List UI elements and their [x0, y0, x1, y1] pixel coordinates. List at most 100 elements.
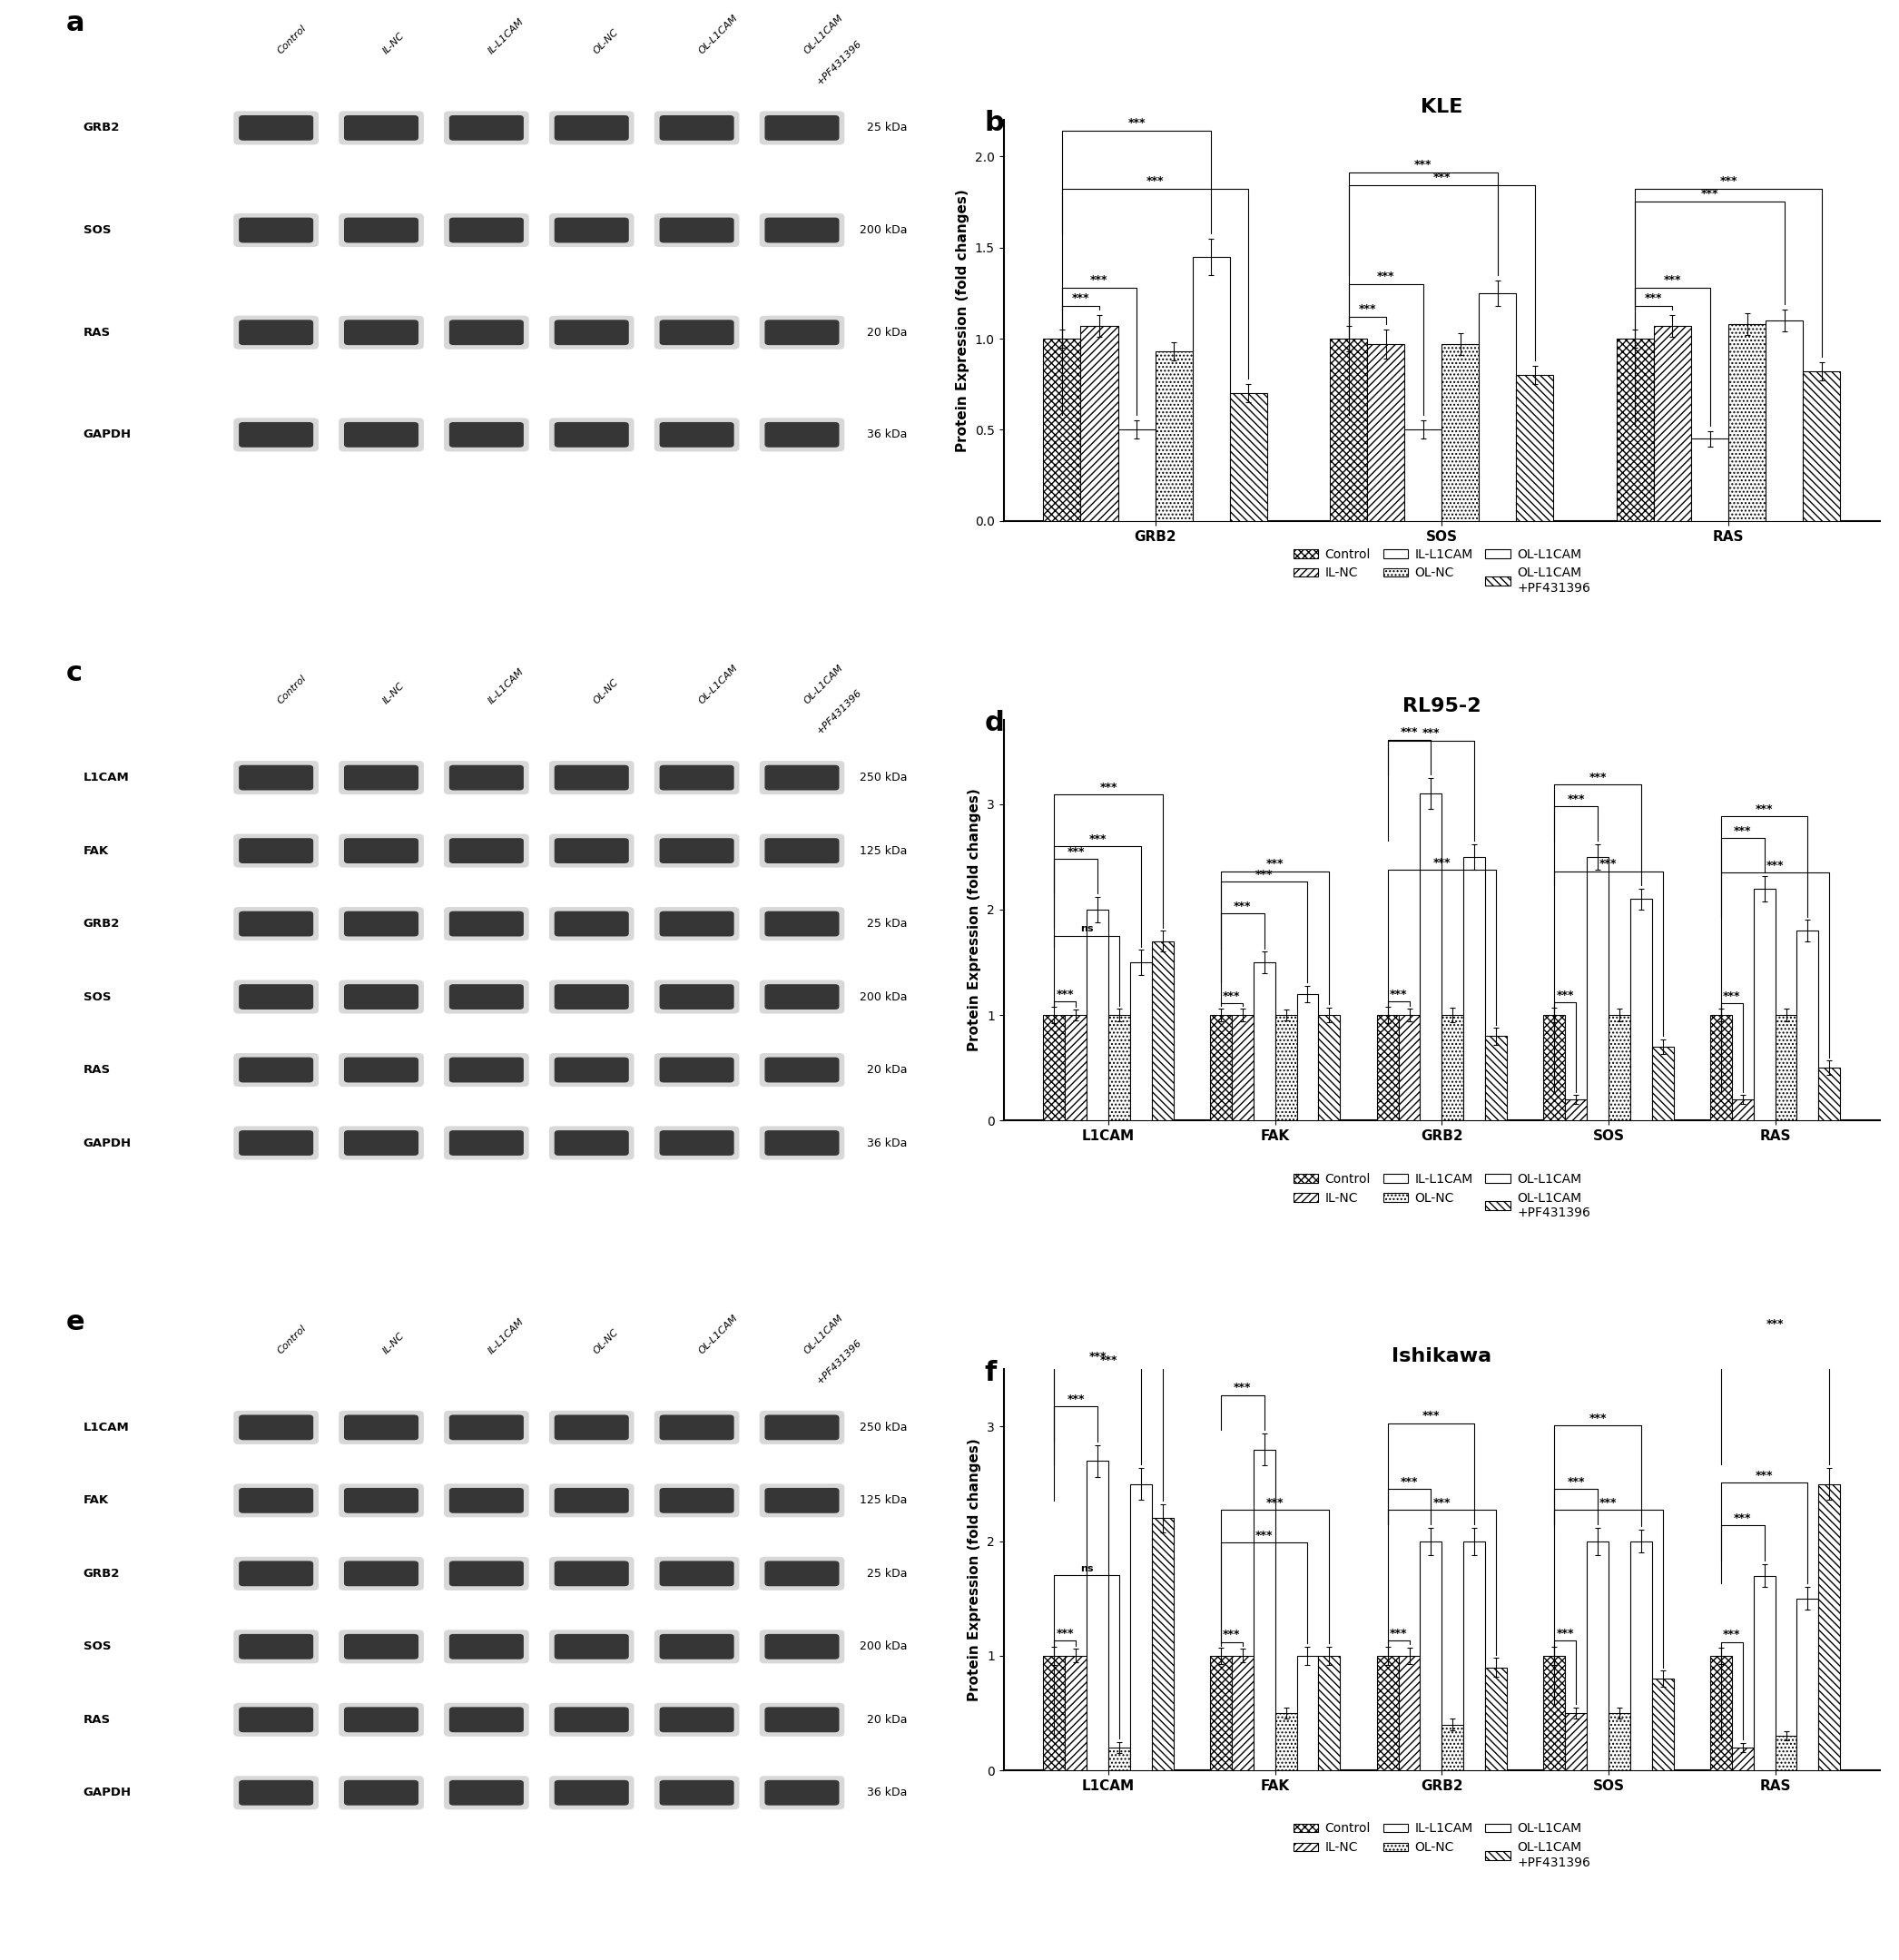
Text: ***: ***: [1223, 1629, 1240, 1641]
FancyBboxPatch shape: [659, 1560, 735, 1586]
Bar: [1398, 1015, 1420, 1121]
FancyBboxPatch shape: [655, 833, 739, 868]
FancyBboxPatch shape: [555, 116, 629, 141]
Bar: [1544, 1656, 1565, 1770]
FancyBboxPatch shape: [555, 1131, 629, 1156]
FancyBboxPatch shape: [450, 1056, 524, 1082]
FancyBboxPatch shape: [234, 1411, 319, 1445]
FancyBboxPatch shape: [444, 214, 530, 247]
FancyBboxPatch shape: [234, 1631, 319, 1664]
Text: ***: ***: [1557, 990, 1574, 1002]
FancyBboxPatch shape: [655, 1484, 739, 1517]
Legend: Control, IL-NC, IL-L1CAM, OL-NC, OL-L1CAM, OL-L1CAM
+PF431396: Control, IL-NC, IL-L1CAM, OL-NC, OL-L1CA…: [1288, 543, 1595, 600]
Text: IL-L1CAM: IL-L1CAM: [486, 666, 526, 706]
FancyBboxPatch shape: [450, 421, 524, 447]
Legend: Control, IL-NC, IL-L1CAM, OL-NC, OL-L1CAM, OL-L1CAM
+PF431396: Control, IL-NC, IL-L1CAM, OL-NC, OL-L1CA…: [1288, 1168, 1595, 1225]
Bar: [1565, 1713, 1588, 1770]
Text: OL-L1CAM: OL-L1CAM: [801, 14, 845, 57]
Bar: [1629, 900, 1652, 1121]
FancyBboxPatch shape: [444, 1127, 530, 1160]
FancyBboxPatch shape: [655, 112, 739, 145]
FancyBboxPatch shape: [765, 1560, 839, 1586]
Text: IL-NC: IL-NC: [382, 31, 406, 57]
FancyBboxPatch shape: [765, 1488, 839, 1513]
FancyBboxPatch shape: [338, 833, 423, 868]
Text: ***: ***: [1589, 772, 1607, 784]
Text: Control: Control: [275, 24, 308, 57]
FancyBboxPatch shape: [444, 1776, 530, 1809]
FancyBboxPatch shape: [655, 1127, 739, 1160]
FancyBboxPatch shape: [444, 1631, 530, 1664]
Bar: [1405, 429, 1441, 521]
Text: +PF431396: +PF431396: [815, 1337, 864, 1386]
FancyBboxPatch shape: [338, 112, 423, 145]
Bar: [1464, 1541, 1485, 1770]
Text: IL-L1CAM: IL-L1CAM: [486, 18, 526, 57]
Text: ***: ***: [1067, 847, 1084, 858]
FancyBboxPatch shape: [659, 116, 735, 141]
FancyBboxPatch shape: [760, 214, 845, 247]
FancyBboxPatch shape: [760, 1484, 845, 1517]
FancyBboxPatch shape: [344, 839, 418, 862]
Text: +PF431396: +PF431396: [815, 37, 864, 86]
FancyBboxPatch shape: [450, 1635, 524, 1660]
Bar: [1796, 1599, 1819, 1770]
FancyBboxPatch shape: [555, 1488, 629, 1513]
Title: Ishikawa: Ishikawa: [1392, 1347, 1493, 1366]
FancyBboxPatch shape: [765, 1635, 839, 1660]
FancyBboxPatch shape: [338, 1556, 423, 1590]
FancyBboxPatch shape: [549, 1776, 634, 1809]
FancyBboxPatch shape: [655, 1053, 739, 1086]
Text: ***: ***: [1400, 727, 1419, 739]
FancyBboxPatch shape: [344, 421, 418, 447]
Bar: [1629, 1541, 1652, 1770]
FancyBboxPatch shape: [765, 764, 839, 790]
FancyBboxPatch shape: [444, 760, 530, 794]
FancyBboxPatch shape: [765, 1707, 839, 1733]
Bar: [1377, 1656, 1398, 1770]
Text: 25 kDa: 25 kDa: [866, 917, 908, 929]
Text: RAS: RAS: [84, 327, 110, 339]
Text: OL-L1CAM: OL-L1CAM: [697, 1313, 739, 1356]
Bar: [1796, 931, 1819, 1121]
Text: OL-L1CAM: OL-L1CAM: [801, 662, 845, 706]
Text: ns: ns: [1081, 1564, 1094, 1574]
Text: d: d: [984, 710, 1005, 737]
Bar: [1109, 1015, 1130, 1121]
Text: ***: ***: [1067, 1394, 1084, 1405]
Y-axis label: Protein Expression (fold changes): Protein Expression (fold changes): [968, 788, 982, 1053]
Bar: [1608, 1015, 1629, 1121]
Text: GRB2: GRB2: [84, 1568, 120, 1580]
FancyBboxPatch shape: [338, 1631, 423, 1664]
Text: 20 kDa: 20 kDa: [866, 1713, 908, 1725]
Text: a: a: [66, 10, 85, 35]
Text: ***: ***: [1734, 825, 1751, 837]
Bar: [1776, 1737, 1796, 1770]
Bar: [1654, 325, 1692, 521]
FancyBboxPatch shape: [659, 1056, 735, 1082]
Title: RL95-2: RL95-2: [1403, 698, 1481, 715]
FancyBboxPatch shape: [555, 1415, 629, 1441]
FancyBboxPatch shape: [549, 214, 634, 247]
FancyBboxPatch shape: [659, 319, 735, 345]
FancyBboxPatch shape: [344, 1488, 418, 1513]
Bar: [1608, 1713, 1629, 1770]
FancyBboxPatch shape: [450, 1780, 524, 1805]
Text: ***: ***: [1567, 1476, 1586, 1488]
FancyBboxPatch shape: [450, 1488, 524, 1513]
Bar: [1274, 1713, 1297, 1770]
Bar: [1485, 1668, 1506, 1770]
Text: ***: ***: [1100, 782, 1117, 794]
FancyBboxPatch shape: [655, 760, 739, 794]
FancyBboxPatch shape: [239, 218, 313, 243]
FancyBboxPatch shape: [239, 319, 313, 345]
FancyBboxPatch shape: [444, 1484, 530, 1517]
FancyBboxPatch shape: [444, 1703, 530, 1737]
Bar: [1297, 994, 1318, 1121]
Text: ***: ***: [1766, 858, 1783, 870]
Bar: [1515, 374, 1553, 521]
FancyBboxPatch shape: [659, 984, 735, 1009]
Bar: [1318, 1015, 1341, 1121]
FancyBboxPatch shape: [444, 833, 530, 868]
FancyBboxPatch shape: [760, 833, 845, 868]
